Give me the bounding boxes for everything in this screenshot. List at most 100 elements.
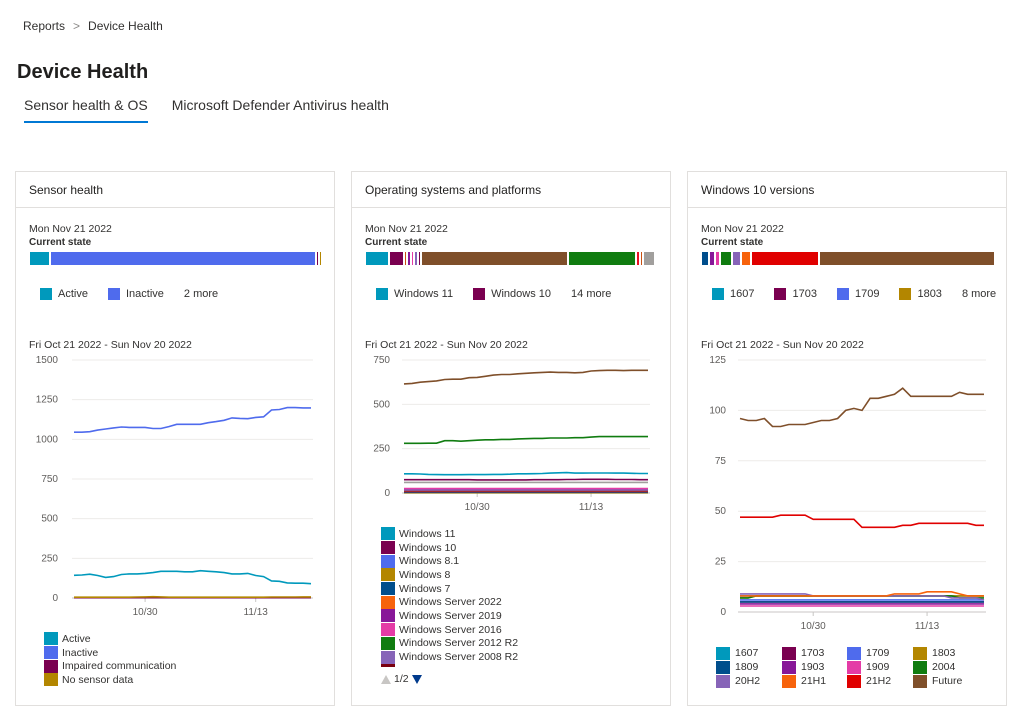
y-tick-label: 500 xyxy=(41,514,58,525)
legend-item[interactable]: 1703 xyxy=(782,646,847,660)
legend-swatch xyxy=(847,646,861,660)
series-line-windows-10[interactable] xyxy=(404,478,648,481)
state-bar-segment[interactable] xyxy=(820,252,995,265)
state-bar-segment[interactable] xyxy=(389,252,403,265)
state-bar-segment[interactable] xyxy=(421,252,567,265)
legend-item[interactable]: Windows Server 2012 R2 xyxy=(381,636,518,651)
legend-item[interactable]: Windows 8.1 xyxy=(381,554,518,568)
legend-swatch xyxy=(473,288,486,300)
state-bar-segment[interactable] xyxy=(721,252,732,265)
state-bar-segment[interactable] xyxy=(742,252,750,265)
state-bar-segment[interactable] xyxy=(319,252,322,265)
legend-label[interactable]: 1709 xyxy=(854,288,880,300)
legend-label: Windows 10 xyxy=(399,541,457,554)
state-bar-segment[interactable] xyxy=(733,252,741,265)
series-line-20h2[interactable] xyxy=(740,593,985,601)
legend-item[interactable]: 2004 xyxy=(913,660,979,674)
page-title: Device Health xyxy=(17,61,149,83)
legend-item[interactable]: 20H2 xyxy=(716,674,782,688)
legend-item[interactable]: No sensor data xyxy=(44,673,176,687)
state-bar-segment[interactable] xyxy=(418,252,420,265)
legend-label[interactable]: 1803 xyxy=(917,288,942,300)
legend-item[interactable]: 21H1 xyxy=(782,674,847,688)
card-title: Operating systems and platforms xyxy=(352,172,670,208)
legend-item[interactable]: Future xyxy=(913,674,979,688)
legend-label[interactable]: Windows 10 xyxy=(491,288,552,300)
legend-item[interactable]: Windows 11 xyxy=(381,527,518,541)
more-legend-link[interactable]: 2 more xyxy=(183,288,219,300)
tab-sensor-health-os[interactable]: Sensor health & OS xyxy=(24,97,148,123)
legend-item[interactable]: 1803 xyxy=(913,646,979,660)
state-bar-segment[interactable] xyxy=(404,252,406,265)
legend-item[interactable]: Active xyxy=(44,632,176,646)
more-legend-link[interactable]: 14 more xyxy=(571,288,612,300)
state-bar-segment[interactable] xyxy=(316,252,318,265)
series-line-windows-11[interactable] xyxy=(404,471,648,476)
series-line-no-sensor-data[interactable] xyxy=(74,595,311,599)
legend-item[interactable]: 1607 xyxy=(716,646,782,660)
legend-item[interactable]: Windows 8 xyxy=(381,568,518,582)
legend-item[interactable]: Windows Server 2019 xyxy=(381,609,518,623)
legend-item[interactable]: 21H2 xyxy=(847,674,913,688)
legend-swatch xyxy=(381,527,395,541)
state-bar-segment[interactable] xyxy=(709,252,715,265)
series-line-21h1[interactable] xyxy=(740,590,984,597)
legend-swatch xyxy=(782,660,796,674)
more-legend-link[interactable]: 8 more xyxy=(961,288,997,300)
legend-item[interactable]: Windows 7 xyxy=(381,582,518,596)
current-state-legend: Windows 11 Windows 10 14 more xyxy=(376,288,611,300)
legend-item[interactable]: 1903 xyxy=(782,660,847,674)
state-bar-segment[interactable] xyxy=(50,252,315,265)
page-down-icon[interactable] xyxy=(411,674,422,684)
card-windows-10-versions: Windows 10 versions Mon Nov 21 2022 Curr… xyxy=(687,171,1007,706)
state-bar-segment[interactable] xyxy=(640,252,642,265)
legend-item[interactable]: 1709 xyxy=(847,646,913,660)
state-bar-segment[interactable] xyxy=(412,252,414,265)
current-state-legend: 1607 1703 1709 1803 8 more xyxy=(712,288,996,300)
series-line-unlabeled-10[interactable] xyxy=(403,369,648,385)
legend-item[interactable]: Windows Server 2008 R2 xyxy=(381,650,518,664)
legend-item[interactable]: 1909 xyxy=(847,660,913,674)
state-bar-segment[interactable] xyxy=(568,252,636,265)
state-bar-segment[interactable] xyxy=(702,252,708,265)
tab-defender-antivirus-health[interactable]: Microsoft Defender Antivirus health xyxy=(171,97,389,113)
state-bar-segment[interactable] xyxy=(637,252,639,265)
legend-item[interactable]: 1809 xyxy=(716,660,782,674)
legend-swatch xyxy=(107,288,120,300)
legend-swatch xyxy=(774,288,787,300)
legend-swatch xyxy=(899,288,912,300)
state-bar-segment[interactable] xyxy=(643,252,654,265)
breadcrumb-reports[interactable]: Reports xyxy=(23,19,66,33)
page-up-icon[interactable] xyxy=(381,674,391,684)
series-line-windows-server-2012-r2[interactable] xyxy=(404,435,648,445)
state-bar-segment[interactable] xyxy=(30,252,49,265)
state-bar-segment[interactable] xyxy=(366,252,388,265)
series-line-active[interactable] xyxy=(73,569,312,585)
current-state-label: Current state xyxy=(29,237,92,248)
legend-item[interactable]: Impaired communication xyxy=(44,659,176,673)
legend-swatch xyxy=(712,288,724,300)
legend-swatch xyxy=(376,288,388,300)
legend-label[interactable]: Inactive xyxy=(125,288,164,300)
legend-label[interactable]: 1703 xyxy=(792,288,817,300)
legend-item[interactable]: Windows Server 2022 xyxy=(381,595,518,609)
legend-item[interactable]: Inactive xyxy=(44,646,176,660)
snapshot-date: Mon Nov 21 2022 xyxy=(701,223,784,235)
state-bar-segment[interactable] xyxy=(407,252,411,265)
snapshot-date: Mon Nov 21 2022 xyxy=(29,223,112,235)
series-line-future[interactable] xyxy=(739,387,984,428)
date-range: Fri Oct 21 2022 - Sun Nov 20 2022 xyxy=(701,339,864,351)
trend-chart: 0 250 500 750 10/30 11/13 xyxy=(373,355,650,513)
state-bar-segment[interactable] xyxy=(716,252,720,265)
state-bar-segment[interactable] xyxy=(751,252,819,265)
series-line-21h2[interactable] xyxy=(740,514,984,529)
legend-label: 1803 xyxy=(932,647,956,659)
legend-item[interactable]: Windows Server 2016 xyxy=(381,623,518,637)
legend-label[interactable]: Windows 11 xyxy=(394,288,454,300)
legend-label[interactable]: 1607 xyxy=(730,288,755,300)
y-tick-label: 125 xyxy=(709,355,726,366)
series-line-inactive[interactable] xyxy=(74,406,311,434)
state-bar-segment[interactable] xyxy=(415,252,417,265)
legend-item[interactable]: Windows 10 xyxy=(381,541,518,555)
legend-label[interactable]: Active xyxy=(58,288,88,300)
